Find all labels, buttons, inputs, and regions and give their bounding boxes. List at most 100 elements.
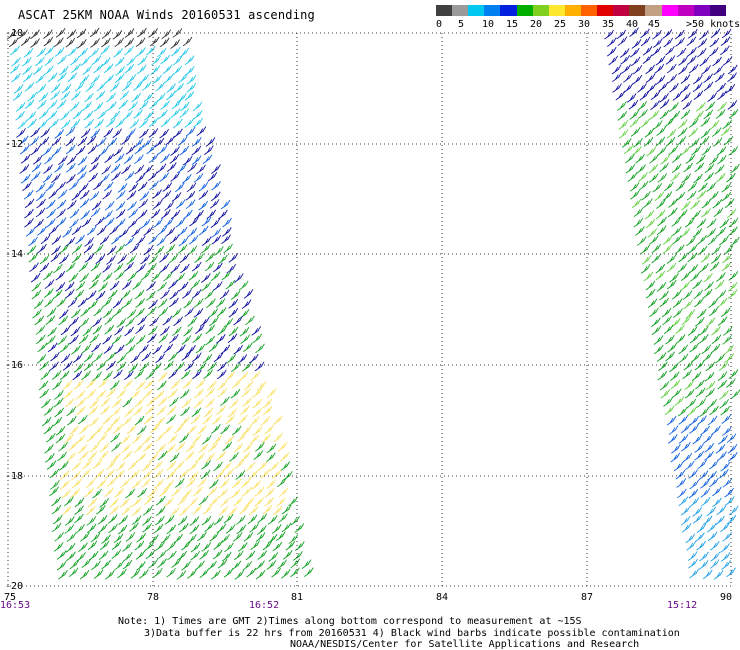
wind-barb	[198, 200, 208, 211]
wind-barb	[223, 318, 234, 328]
wind-barb	[171, 486, 182, 497]
wind-barb	[85, 82, 96, 93]
wind-barb	[707, 522, 717, 533]
wind-barb	[722, 531, 732, 542]
wind-barb	[90, 128, 101, 139]
wind-barb	[35, 334, 46, 345]
wind-barb	[201, 216, 212, 227]
wind-barb	[165, 90, 176, 101]
wind-barb	[213, 515, 224, 526]
wind-barb	[133, 109, 143, 119]
wind-barb	[245, 550, 256, 561]
wind-barb	[233, 273, 244, 283]
wind-barb	[112, 30, 123, 40]
wind-barb	[159, 253, 169, 263]
wind-barb	[111, 234, 121, 245]
wind-barb	[115, 469, 125, 480]
wind-barb	[187, 245, 198, 256]
wind-barb	[262, 405, 273, 416]
wind-barb	[123, 154, 134, 164]
wind-barb	[699, 551, 709, 562]
wind-barb	[113, 263, 124, 273]
wind-barb	[9, 37, 19, 48]
wind-barb	[80, 56, 90, 67]
wind-barb	[153, 468, 164, 479]
legend-swatch	[661, 5, 678, 16]
wind-barb	[164, 217, 174, 228]
wind-barb	[131, 479, 142, 489]
wind-barb	[70, 326, 81, 337]
wind-barb	[28, 252, 39, 263]
wind-barb	[705, 380, 716, 391]
wind-barb	[653, 120, 663, 130]
wind-barb	[75, 405, 86, 416]
wind-barb	[53, 397, 64, 408]
wind-barb	[151, 362, 162, 373]
wind-barb	[115, 190, 126, 200]
wind-barb	[240, 334, 251, 345]
wind-barb	[181, 174, 192, 184]
wind-barb	[214, 246, 224, 256]
wind-barb	[192, 369, 202, 380]
wind-barb	[223, 568, 234, 578]
wind-barb	[250, 371, 261, 381]
wind-barb	[659, 109, 670, 120]
wind-barb	[20, 36, 31, 47]
wind-barb	[122, 450, 133, 461]
wind-barb	[107, 289, 118, 300]
wind-barb	[719, 218, 730, 229]
wind-barb	[177, 226, 188, 237]
wind-barb	[730, 163, 740, 174]
wind-barb	[170, 263, 181, 274]
wind-barb	[678, 252, 689, 263]
wind-barb	[191, 289, 202, 299]
wind-barb	[629, 27, 639, 37]
wind-barb	[131, 497, 142, 507]
legend-swatch	[597, 5, 614, 16]
wind-barb	[43, 65, 54, 76]
wind-barb	[182, 289, 192, 299]
wind-barb	[135, 307, 145, 318]
wind-barb	[47, 72, 58, 83]
wind-barb	[220, 396, 230, 406]
wind-barb	[193, 486, 203, 497]
wind-barb	[138, 198, 148, 209]
wind-barb	[202, 414, 212, 425]
wind-barb	[676, 47, 687, 58]
wind-barb	[170, 172, 180, 182]
wind-barb	[128, 218, 138, 229]
wind-barb	[133, 138, 144, 148]
wind-barb	[221, 270, 232, 281]
wind-barb	[193, 173, 204, 183]
wind-barb	[700, 128, 711, 139]
wind-barb	[134, 540, 145, 551]
wind-barb	[170, 146, 180, 156]
wind-barb	[117, 524, 128, 535]
wind-barb	[181, 561, 191, 571]
wind-barb	[136, 263, 146, 273]
wind-barb	[201, 236, 212, 247]
wind-barb	[728, 226, 738, 236]
wind-barb	[665, 55, 676, 65]
wind-barb	[681, 441, 691, 452]
wind-barb	[72, 370, 83, 381]
wind-barb	[134, 289, 145, 300]
wind-barb	[642, 46, 653, 56]
wind-barb	[103, 128, 114, 138]
wind-barb	[703, 73, 713, 84]
wind-barb	[92, 324, 103, 335]
wind-barb	[153, 460, 163, 471]
wind-barb	[54, 531, 64, 542]
wind-barb	[52, 289, 63, 299]
wind-barb	[172, 28, 183, 38]
wind-barb	[264, 497, 274, 507]
wind-barb	[55, 433, 66, 444]
wind-barb	[59, 480, 70, 490]
wind-barb	[672, 234, 682, 245]
wind-barb	[25, 227, 36, 237]
wind-barb	[158, 307, 169, 317]
wind-barb	[144, 110, 154, 121]
wind-barb	[100, 405, 110, 416]
wind-barb	[136, 452, 147, 463]
